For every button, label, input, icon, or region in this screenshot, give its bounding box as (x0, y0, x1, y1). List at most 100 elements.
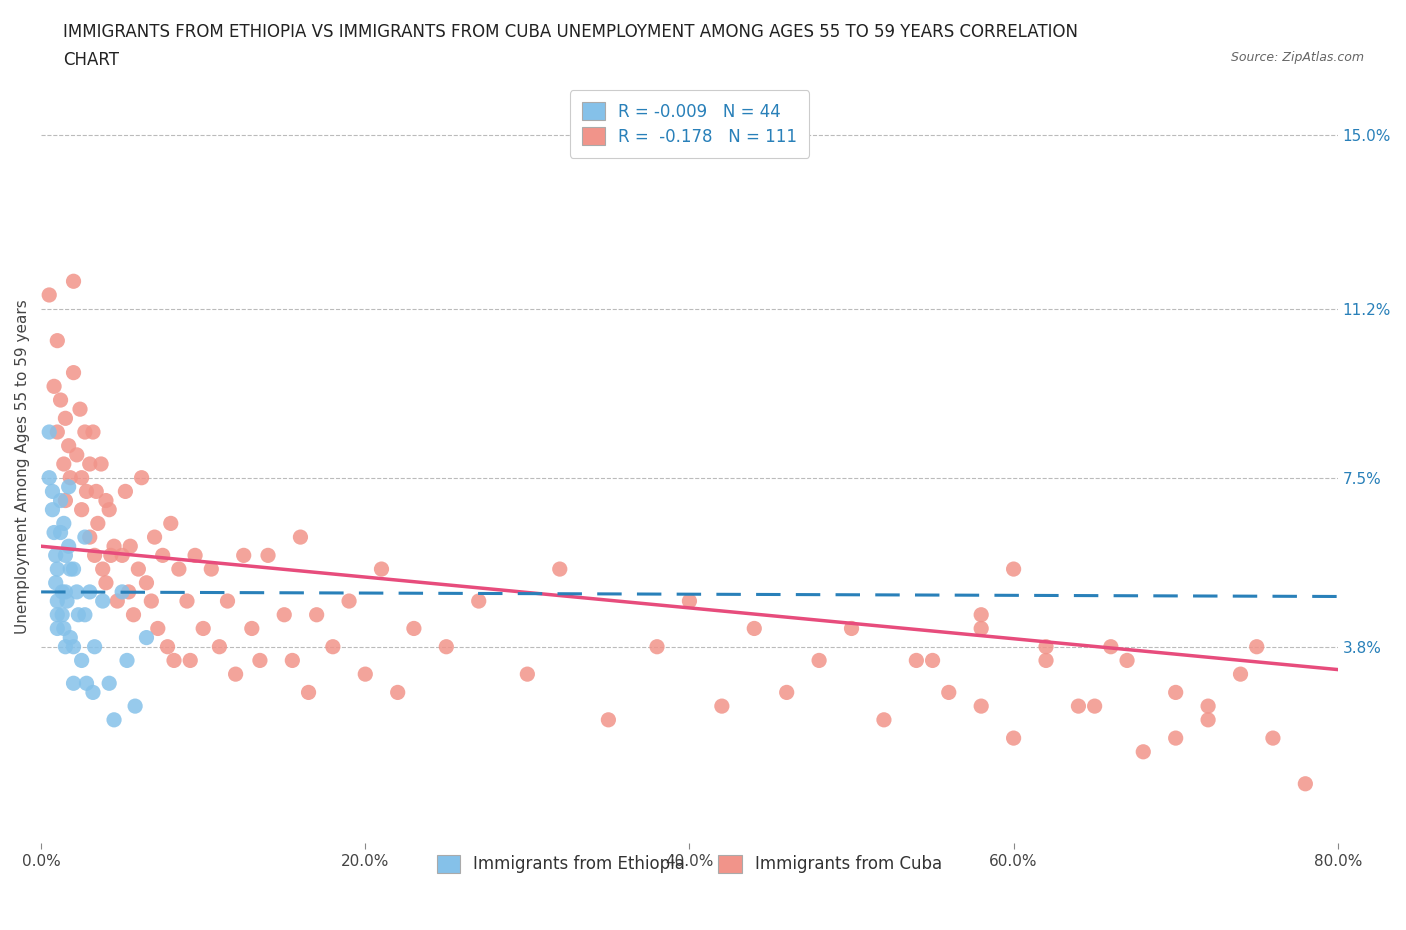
Point (46, 607, 69, 622)
Point (163, 653, 186, 668)
Point (305, 607, 328, 622)
Point (200, 562, 222, 577)
Point (1294, 777, 1316, 791)
Point (83, 548, 105, 563)
Point (59, 631, 82, 645)
Point (146, 621, 169, 636)
Point (58, 538, 80, 553)
Point (67, 607, 90, 622)
Point (91, 562, 114, 577)
Point (970, 621, 993, 636)
Point (290, 530, 312, 545)
Point (82, 685, 104, 700)
Point (115, 653, 138, 668)
Point (678, 593, 700, 608)
Point (337, 593, 360, 608)
Point (69, 402, 91, 417)
Point (41, 502, 63, 517)
Point (217, 593, 239, 608)
Point (42, 525, 65, 540)
Point (84, 484, 107, 498)
Point (1099, 639, 1122, 654)
Point (873, 712, 896, 727)
Point (114, 484, 136, 498)
Point (645, 639, 668, 654)
Point (46, 333, 69, 348)
Point (434, 639, 457, 654)
Point (103, 538, 125, 553)
Point (103, 712, 125, 727)
Point (127, 562, 149, 577)
Point (79, 457, 101, 472)
Point (56, 593, 79, 608)
Point (156, 639, 179, 654)
Point (135, 631, 157, 645)
Point (105, 593, 128, 608)
Point (120, 538, 142, 553)
Point (66, 447, 89, 462)
Point (55, 584, 77, 599)
Point (46, 593, 69, 608)
Point (742, 621, 765, 636)
Point (776, 685, 799, 700)
Point (62, 562, 84, 577)
Point (98, 676, 121, 691)
Point (970, 607, 993, 622)
Point (402, 621, 425, 636)
Point (52, 457, 75, 472)
Point (938, 685, 960, 700)
Point (59, 562, 82, 577)
Point (46, 621, 69, 636)
Point (143, 530, 166, 545)
Point (1002, 731, 1025, 746)
Point (1002, 562, 1025, 577)
Point (59, 471, 82, 485)
Point (45, 548, 67, 563)
Point (111, 548, 134, 563)
Point (124, 698, 146, 713)
Text: CHART: CHART (63, 51, 120, 69)
Point (100, 548, 122, 563)
Point (73, 425, 96, 440)
Point (87, 516, 110, 531)
Point (970, 698, 993, 713)
Point (387, 685, 409, 700)
Point (79, 530, 101, 545)
Point (52, 516, 75, 531)
Point (83, 639, 105, 654)
Point (159, 516, 181, 531)
Point (193, 621, 215, 636)
Point (354, 667, 377, 682)
Point (281, 653, 304, 668)
Point (66, 584, 89, 599)
Point (184, 548, 207, 563)
Point (1035, 653, 1057, 668)
Point (98, 502, 121, 517)
Point (49, 493, 72, 508)
Point (176, 593, 198, 608)
Point (249, 653, 271, 668)
Point (45, 576, 67, 591)
Point (370, 562, 392, 577)
Point (135, 576, 157, 591)
Point (921, 653, 943, 668)
Point (1084, 698, 1107, 713)
Point (62, 273, 84, 288)
Point (208, 639, 231, 654)
Point (76, 484, 98, 498)
Point (70, 502, 93, 517)
Point (1116, 653, 1139, 668)
Point (79, 584, 101, 599)
Point (55, 493, 77, 508)
Point (179, 653, 201, 668)
Point (55, 548, 77, 563)
Point (38, 287, 60, 302)
Point (1164, 685, 1187, 700)
Point (51, 584, 73, 599)
Point (548, 562, 571, 577)
Point (82, 425, 104, 440)
Point (70, 471, 93, 485)
Point (1164, 731, 1187, 746)
Point (808, 653, 831, 668)
Point (117, 584, 139, 599)
